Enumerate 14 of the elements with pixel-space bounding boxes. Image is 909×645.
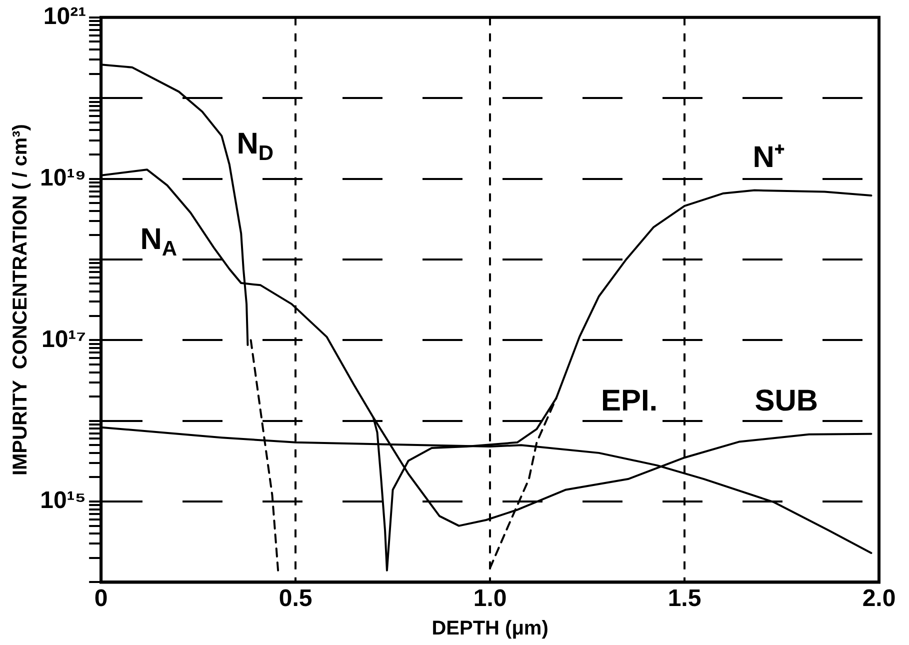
y-tick-label: 10¹⁵	[40, 487, 86, 514]
y-tick-label: 10¹⁷	[41, 326, 86, 353]
annotation: EPI.	[600, 384, 658, 418]
x-tick-label: 0.5	[278, 585, 312, 612]
x-tick-label: 2.0	[862, 585, 896, 612]
y-axis-title: IMPURITY CONCENTRATION ( / cm³)	[10, 124, 32, 476]
y-tick-label: 10²¹	[43, 3, 86, 30]
y-tick-label: 10¹⁹	[40, 164, 86, 192]
x-tick-label: 0	[94, 585, 108, 612]
x-axis-title: DEPTH (μm)	[432, 618, 548, 640]
annotation: SUB	[754, 384, 818, 418]
x-tick-label: 1.5	[668, 585, 702, 612]
series-label: N⁺	[752, 140, 784, 174]
x-tick-label: 1.0	[473, 585, 507, 612]
